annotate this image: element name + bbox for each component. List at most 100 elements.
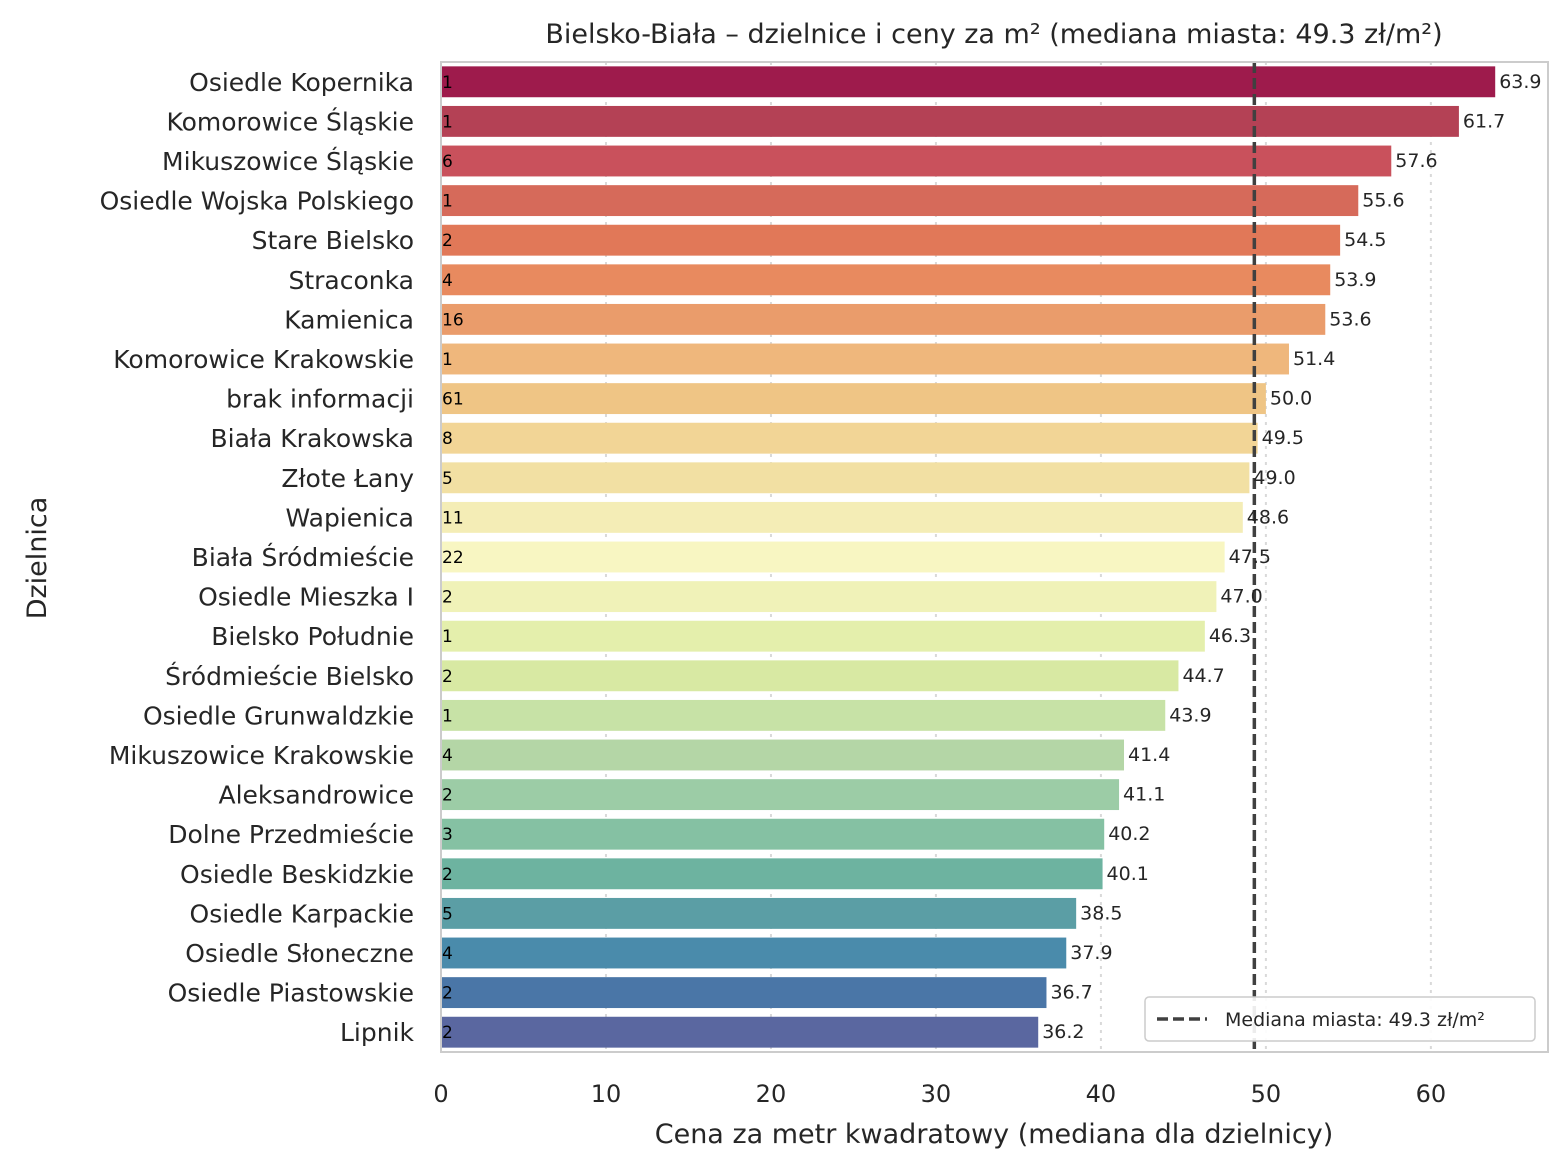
count-label: 8 (442, 429, 453, 449)
bars (441, 66, 1496, 1048)
value-label: 48.6 (1247, 506, 1289, 528)
legend-median-label: Mediana miasta: 49.3 zł/m² (1225, 1009, 1485, 1031)
y-tick-label: Lipnik (340, 1018, 415, 1047)
bar (441, 66, 1496, 98)
count-label: 2 (442, 984, 453, 1004)
count-label: 4 (442, 271, 453, 291)
bar (441, 303, 1326, 335)
value-label: 61.7 (1463, 110, 1505, 132)
bar (441, 264, 1331, 296)
bar (441, 779, 1120, 811)
y-tick-label: Mikuszowice Śląskie (162, 146, 414, 176)
x-tick-label: 50 (1251, 1080, 1282, 1108)
y-tick-label: Biała Śródmieście (192, 542, 414, 572)
bar (441, 739, 1125, 771)
bar (441, 343, 1289, 375)
y-tick-label: brak informacji (226, 385, 414, 414)
value-label: 47.0 (1220, 586, 1262, 608)
count-label: 1 (442, 627, 453, 647)
bar (441, 818, 1105, 850)
y-tick-label: Biała Krakowska (211, 424, 415, 453)
count-label: 1 (442, 706, 453, 726)
x-tick-label: 30 (921, 1080, 952, 1108)
y-tick-label: Osiedle Piastowskie (168, 979, 414, 1008)
y-tick-label: Bielsko Południe (211, 622, 414, 651)
value-label: 57.6 (1395, 150, 1437, 172)
y-axis-label: Dzielnica (22, 497, 53, 620)
bar (441, 620, 1205, 652)
y-tick-label: Aleksandrowice (218, 781, 414, 810)
y-tick-label: Złote Łany (281, 464, 414, 493)
y-tick-label: Osiedle Beskidzkie (180, 860, 414, 889)
count-label: 1 (442, 112, 453, 132)
count-label: 5 (442, 904, 453, 924)
bar (441, 185, 1359, 217)
value-label: 50.0 (1270, 388, 1312, 410)
y-tick-label: Komorowice Krakowskie (113, 345, 414, 374)
bar (441, 660, 1179, 692)
value-label: 49.0 (1253, 467, 1295, 489)
value-label: 55.6 (1362, 190, 1404, 212)
count-label: 2 (442, 667, 453, 687)
y-tick-label: Osiedle Wojska Polskiego (100, 187, 414, 216)
count-label: 3 (442, 825, 453, 845)
x-tick-label: 60 (1416, 1080, 1447, 1108)
value-label: 37.9 (1070, 942, 1112, 964)
bar (441, 145, 1392, 177)
count-label: 16 (442, 310, 464, 330)
y-tick-label: Komorowice Śląskie (166, 106, 414, 136)
bar (441, 858, 1103, 890)
x-tick-label: 40 (1086, 1080, 1117, 1108)
count-label: 5 (442, 469, 453, 489)
value-label: 36.7 (1050, 982, 1092, 1004)
y-tick-label: Wapienica (286, 503, 415, 532)
bar (441, 977, 1047, 1009)
value-label: 49.5 (1262, 427, 1304, 449)
y-tick-label: Kamienica (284, 305, 414, 334)
value-label: 54.5 (1344, 229, 1386, 251)
value-label: 63.9 (1499, 71, 1541, 93)
x-tick-label: 20 (756, 1080, 787, 1108)
y-tick-label: Dolne Przedmieście (168, 820, 414, 849)
x-tick-label: 0 (433, 1080, 448, 1108)
value-label: 44.7 (1182, 665, 1224, 687)
value-label: 41.4 (1128, 744, 1170, 766)
bar (441, 501, 1243, 533)
legend-box (1144, 996, 1536, 1042)
value-label: 40.1 (1107, 863, 1149, 885)
y-tick-label: Osiedle Kopernika (189, 68, 414, 97)
bar (441, 224, 1341, 256)
bar (441, 897, 1077, 929)
bar (441, 105, 1459, 137)
chart-title: Bielsko-Biała – dzielnice i ceny za m² (… (545, 19, 1442, 50)
bar (441, 699, 1166, 731)
legend: Mediana miasta: 49.3 zł/m² (1144, 996, 1536, 1042)
count-label: 1 (442, 73, 453, 93)
value-label: 43.9 (1169, 704, 1211, 726)
bar (441, 937, 1067, 969)
x-tick-label: 10 (591, 1080, 622, 1108)
value-label: 38.5 (1080, 902, 1122, 924)
value-label: 46.3 (1209, 625, 1251, 647)
bar (441, 541, 1225, 573)
y-tick-label: Osiedle Karpackie (190, 899, 414, 928)
bar (441, 581, 1217, 613)
count-label: 4 (442, 746, 453, 766)
value-label: 53.6 (1329, 308, 1371, 330)
y-tick-label: Śródmieście Bielsko (165, 661, 414, 691)
y-tick-label: Stare Bielsko (252, 226, 414, 255)
count-label: 2 (442, 231, 453, 251)
count-label: 1 (442, 192, 453, 212)
count-label: 6 (442, 152, 453, 172)
y-tick-label: Straconka (288, 266, 414, 295)
count-label: 2 (442, 786, 453, 806)
value-label: 53.9 (1334, 269, 1376, 291)
count-label: 11 (442, 508, 464, 528)
y-tick-label: Osiedle Mieszka I (198, 583, 414, 612)
count-label: 22 (442, 548, 464, 568)
count-label: 61 (442, 390, 464, 410)
y-tick-label: Osiedle Grunwaldzkie (143, 701, 414, 730)
value-label: 40.2 (1108, 823, 1150, 845)
bar-labels: 63.9 1 61.7 1 57.6 6 55.6 1 54.5 2 53.9 4 53.6 16 51.4… (442, 71, 1542, 1043)
